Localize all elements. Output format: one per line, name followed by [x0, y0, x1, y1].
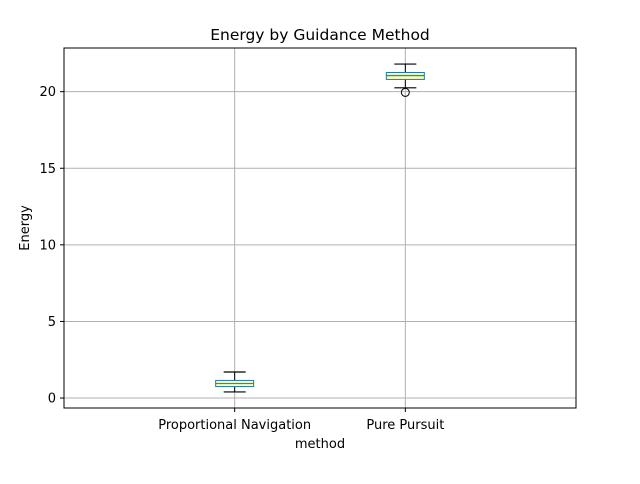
box-group	[215, 371, 255, 393]
y-axis-label: Energy	[18, 205, 33, 251]
y-tick-label: 5	[48, 315, 56, 330]
chart-title: Energy by Guidance Method	[210, 26, 430, 44]
box-group	[385, 63, 425, 97]
y-tick-label: 0	[48, 392, 56, 407]
grid-layer	[64, 48, 576, 408]
x-tick-label: Pure Pursuit	[366, 418, 444, 433]
y-tick-label: 15	[39, 162, 56, 177]
plot-frame	[63, 47, 577, 409]
x-axis-label: method	[295, 437, 345, 452]
tick-layer: 0 5 10 15 20 Proportional Navigation Pure Purs…	[39, 85, 444, 433]
box-layer	[215, 63, 425, 393]
y-tick-label: 20	[39, 85, 56, 100]
outlier-point	[400, 87, 410, 97]
y-tick-label: 10	[39, 238, 56, 253]
x-tick-label: Proportional Navigation	[158, 418, 311, 433]
